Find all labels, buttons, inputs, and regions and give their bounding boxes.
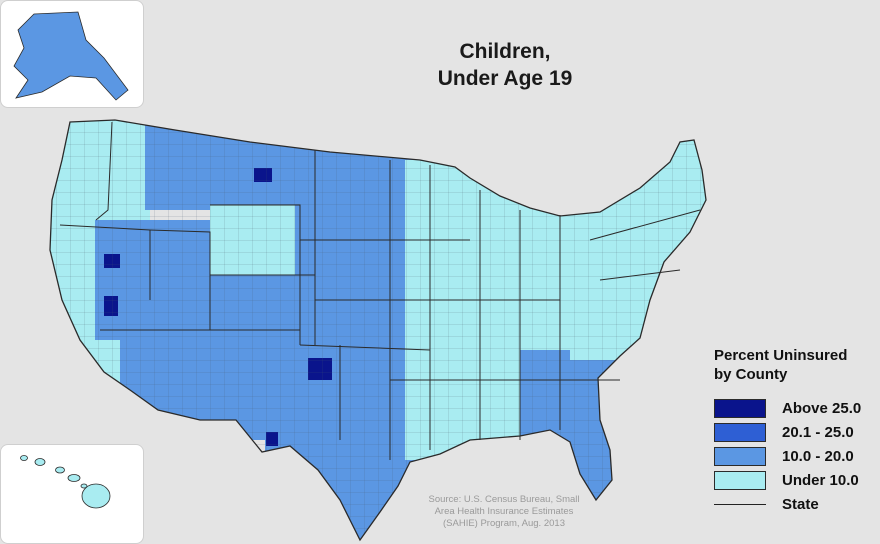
legend-title-line1: Percent Uninsured [714,347,848,364]
legend-label-state: State [782,495,819,513]
legend-label-under-10: Under 10.0 [782,471,859,489]
legend-item-state: State [714,492,880,516]
legend-swatch-20-25 [714,422,766,442]
legend-label-10-20: 10.0 - 20.0 [782,447,854,465]
legend-item-above-25: Above 25.0 [714,396,880,420]
legend: Percent Uninsured by County Above 25.0 2… [714,346,880,516]
legend-label-above-25: Above 25.0 [782,399,862,417]
source-line1: Source: U.S. Census Bureau, Small [428,494,580,505]
legend-item-10-20: 10.0 - 20.0 [714,444,880,468]
map-title: Children, Under Age 19 [400,38,610,92]
state-boundaries [59,121,701,460]
legend-title-line2: by County [714,366,788,383]
legend-item-under-10: Under 10.0 [714,468,880,492]
hawaii-islands [20,455,111,509]
source-line3: (SAHIE) Program, Aug. 2013 [443,518,565,529]
alaska-shape [13,11,129,101]
legend-label-20-25: 20.1 - 25.0 [782,423,854,441]
legend-item-20-25: 20.1 - 25.0 [714,420,880,444]
legend-title: Percent Uninsured by County [714,346,880,384]
map-title-line2: Under Age 19 [437,67,573,90]
legend-swatch-above-25 [714,398,766,418]
legend-state-line [714,503,766,505]
legend-swatch-under-10 [714,470,766,490]
legend-swatch-10-20 [714,446,766,466]
source-note: Source: U.S. Census Bureau, Small Area H… [404,494,604,530]
county-boundaries [50,120,706,540]
source-line2: Area Health Insurance Estimates [434,506,574,517]
map-title-line1: Children, [459,40,551,63]
